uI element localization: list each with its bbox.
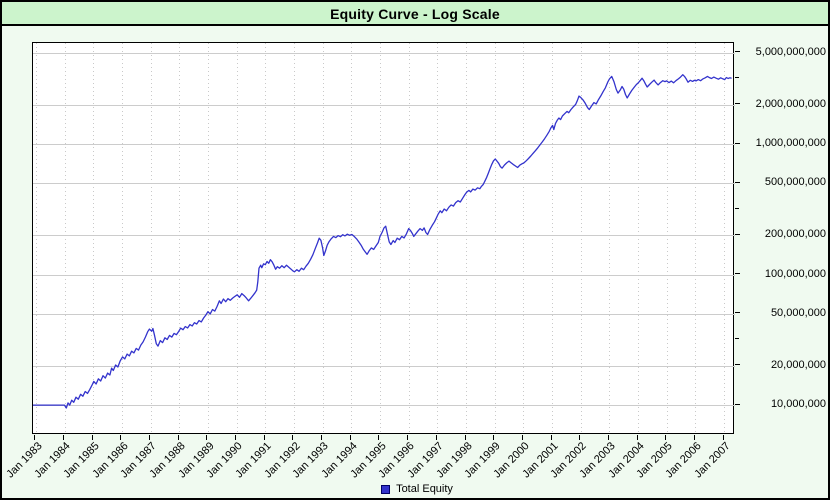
x-axis-tick: [665, 435, 667, 440]
x-axis-tick: [177, 435, 179, 440]
y-axis-minor-tick: [735, 77, 739, 79]
y-axis-tick: [735, 142, 740, 144]
x-axis-tick: [722, 435, 724, 440]
legend-swatch-icon: [381, 484, 391, 494]
x-axis-tick: [579, 435, 581, 440]
y-axis-tick: [735, 51, 740, 53]
x-axis-tick: [607, 435, 609, 440]
y-axis-label: 500,000,000: [764, 176, 826, 189]
series-total-equity: [33, 74, 732, 409]
plot-area: [32, 42, 735, 435]
y-axis-tick: [735, 403, 740, 405]
y-axis-label: 20,000,000: [770, 358, 826, 371]
x-axis-tick: [407, 435, 409, 440]
x-axis-tick: [63, 435, 65, 440]
x-axis-tick: [521, 435, 523, 440]
y-axis-tick: [735, 273, 740, 275]
x-axis-tick: [34, 435, 36, 440]
x-axis-tick: [292, 435, 294, 440]
x-axis-tick: [435, 435, 437, 440]
y-axis-tick: [735, 103, 740, 105]
y-axis-label: 200,000,000: [764, 228, 826, 241]
x-axis-tick: [206, 435, 208, 440]
x-axis-tick: [693, 435, 695, 440]
y-axis-label: 10,000,000: [770, 398, 826, 411]
legend-label: Total Equity: [396, 483, 453, 495]
x-axis-tick: [91, 435, 93, 440]
chart-title: Equity Curve - Log Scale: [2, 2, 828, 26]
y-axis-label: 1,000,000,000: [755, 137, 826, 150]
y-axis-label: 100,000,000: [764, 267, 826, 280]
y-axis-tick: [735, 233, 740, 235]
x-axis-tick: [120, 435, 122, 440]
y-axis-tick: [735, 364, 740, 366]
chart-svg: [33, 43, 735, 435]
x-axis-tick: [235, 435, 237, 440]
y-axis-label: 2,000,000,000: [755, 97, 826, 110]
y-axis-label: 50,000,000: [770, 306, 826, 319]
y-axis-tick: [735, 181, 740, 183]
x-axis-tick: [493, 435, 495, 440]
x-axis-tick: [464, 435, 466, 440]
y-axis-label: 5,000,000,000: [755, 45, 826, 58]
y-axis-tick: [735, 312, 740, 314]
legend: Total Equity: [2, 481, 828, 497]
x-axis-tick: [636, 435, 638, 440]
x-axis-tick: [550, 435, 552, 440]
x-axis-tick: [349, 435, 351, 440]
x-axis-tick: [321, 435, 323, 440]
x-axis-tick: [149, 435, 151, 440]
x-axis-tick: [263, 435, 265, 440]
y-axis-minor-tick: [735, 207, 739, 209]
x-axis-tick: [378, 435, 380, 440]
y-axis-minor-tick: [735, 338, 739, 340]
